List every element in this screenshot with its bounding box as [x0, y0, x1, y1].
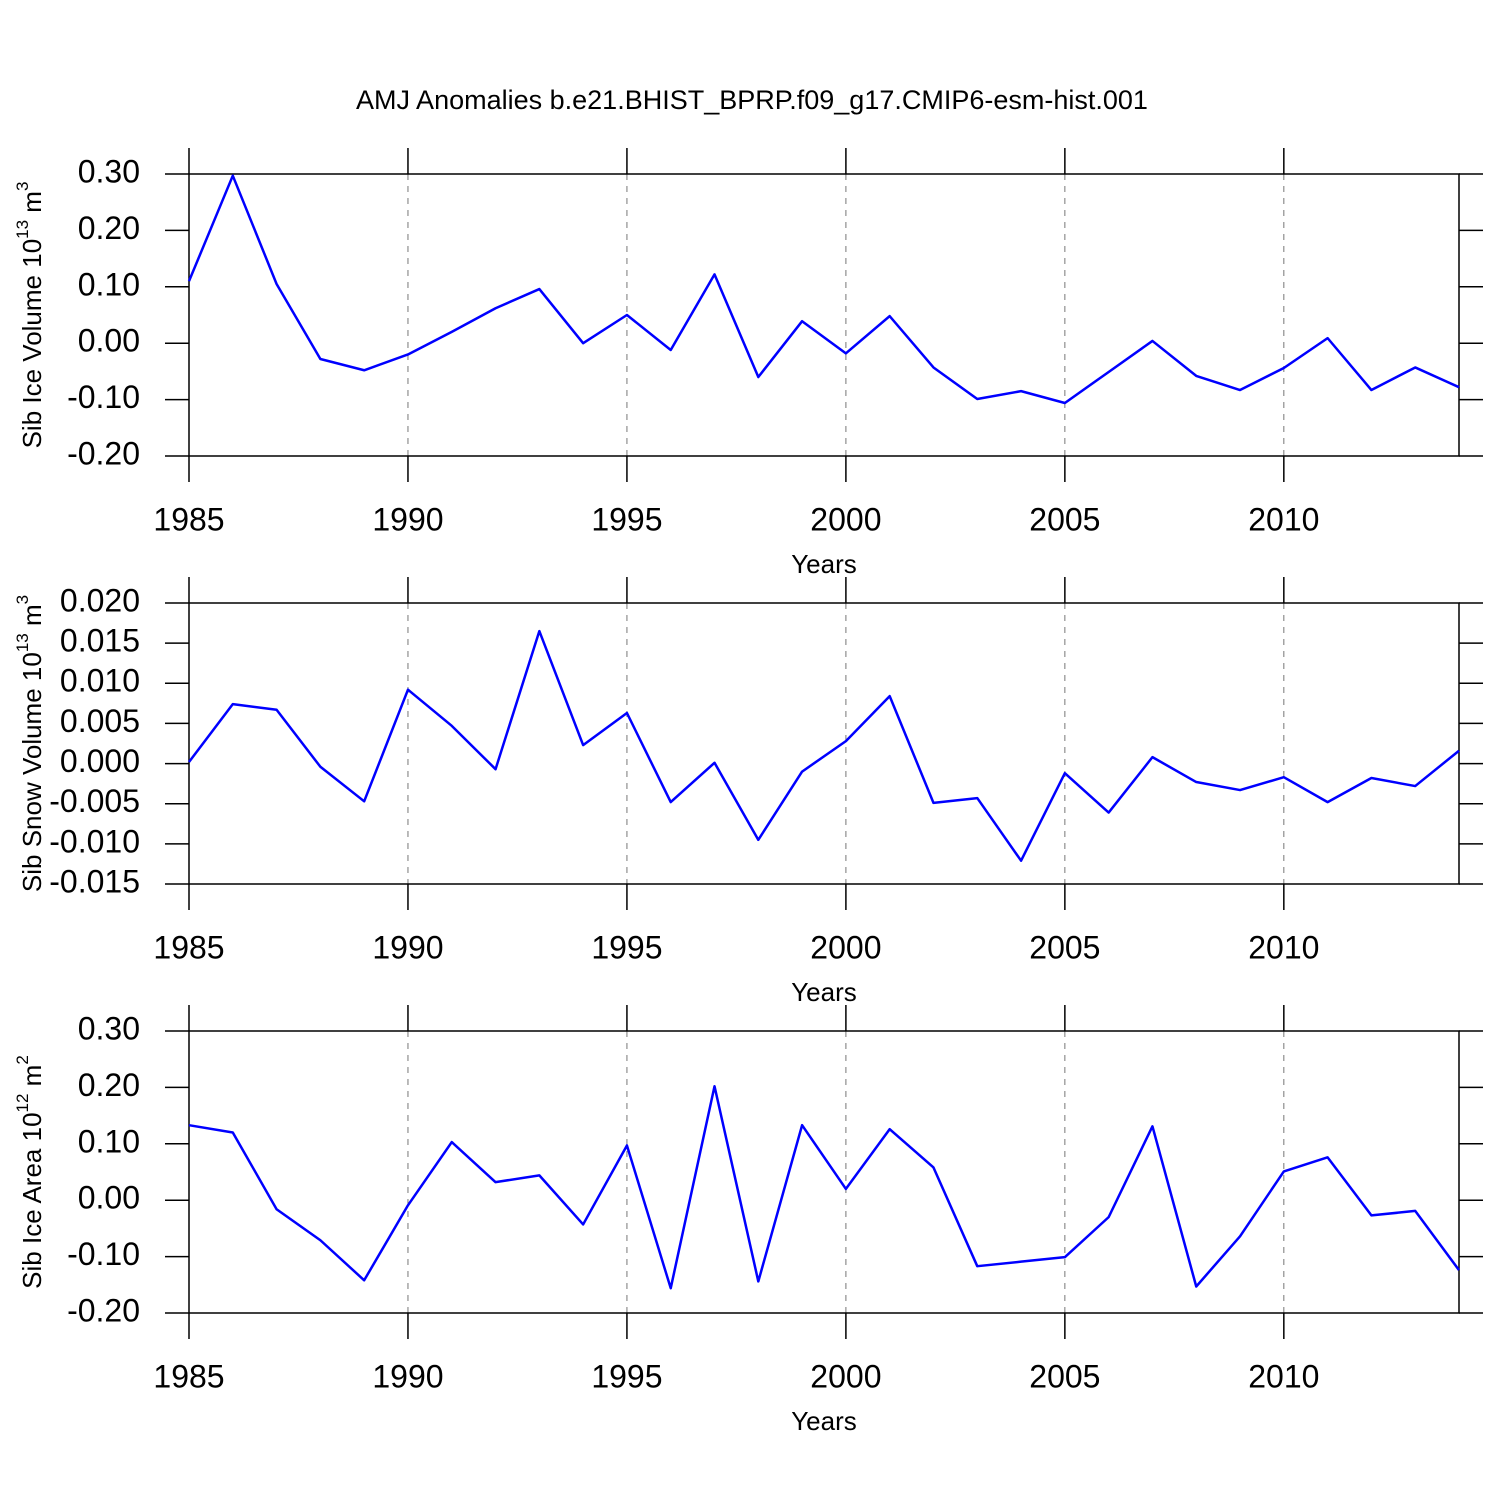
y-tick-label: 0.020 [60, 582, 140, 618]
y-axis-label-unit: m [17, 604, 47, 633]
y-tick-label: 0.30 [78, 153, 140, 189]
x-tick-label: 2010 [1248, 929, 1319, 965]
y-axis-label-exponent: 13 [13, 220, 32, 239]
y-tick-label: -0.010 [49, 823, 140, 859]
y-axis-label: Sib Ice Area 1012 m2 [13, 1055, 46, 1289]
x-tick-label: 2000 [810, 929, 881, 965]
x-tick-label: 2010 [1248, 1358, 1319, 1394]
x-tick-label: 1985 [153, 929, 224, 965]
x-tick-label: 1985 [153, 1358, 224, 1394]
x-tick-label: 2005 [1029, 929, 1100, 965]
x-axis-label: Years [791, 1406, 857, 1436]
y-tick-label: 0.10 [78, 266, 140, 302]
x-tick-label: 1995 [591, 501, 662, 537]
plot-frame [188, 602, 1460, 885]
x-tick-label: 1985 [153, 501, 224, 537]
x-axis-label: Years [791, 549, 857, 579]
y-tick-label: -0.20 [67, 1292, 140, 1328]
y-axis-label-exponent: 13 [13, 633, 32, 652]
y-tick-label: 0.30 [78, 1010, 140, 1046]
y-tick-label: 0.00 [78, 323, 140, 359]
x-tick-label: 1995 [591, 929, 662, 965]
y-axis-label-unit-exponent: 2 [13, 1055, 32, 1064]
y-axis-label-exponent: 12 [13, 1094, 32, 1113]
y-tick-label: -0.005 [49, 783, 140, 819]
y-axis-label-unit-exponent: 3 [13, 182, 32, 191]
y-axis-label-text: Sib Snow Volume 10 [17, 652, 47, 892]
y-tick-label: 0.010 [60, 663, 140, 699]
y-axis-label: Sib Snow Volume 1013 m3 [13, 595, 46, 892]
y-tick-label: 0.005 [60, 703, 140, 739]
x-tick-label: 2005 [1029, 501, 1100, 537]
y-tick-label: -0.20 [67, 435, 140, 471]
x-tick-label: 2005 [1029, 1358, 1100, 1394]
x-tick-label: 2000 [810, 1358, 881, 1394]
series-line [188, 1085, 1461, 1290]
y-axis-label-unit-exponent: 3 [13, 595, 32, 604]
y-tick-label: 0.20 [78, 1067, 140, 1103]
y-tick-label: -0.10 [67, 1236, 140, 1272]
x-tick-label: 2010 [1248, 501, 1319, 537]
plot-frame [188, 173, 1460, 457]
x-tick-label: 2000 [810, 501, 881, 537]
y-axis-label: Sib Ice Volume 1013 m3 [13, 182, 46, 449]
series-line [187, 174, 1460, 405]
x-tick-label: 1995 [591, 1358, 662, 1394]
x-tick-label: 1990 [372, 1358, 443, 1394]
x-axis-label: Years [791, 977, 857, 1007]
x-tick-label: 1990 [372, 501, 443, 537]
y-tick-label: 0.20 [78, 210, 140, 246]
y-axis-label-text: Sib Ice Area 10 [17, 1112, 47, 1288]
y-tick-label: 0.000 [60, 743, 140, 779]
plot-frame [188, 1030, 1460, 1314]
y-tick-label: -0.10 [67, 379, 140, 415]
y-axis-label-text: Sib Ice Volume 10 [17, 239, 47, 449]
y-tick-label: 0.015 [60, 623, 140, 659]
y-tick-label: -0.015 [49, 863, 140, 899]
y-axis-label-unit: m [17, 191, 47, 220]
y-tick-label: 0.10 [78, 1123, 140, 1159]
series-line [188, 629, 1460, 862]
x-tick-label: 1990 [372, 929, 443, 965]
y-axis-label-unit: m [17, 1065, 47, 1094]
chart-title: AMJ Anomalies b.e21.BHIST_BPRP.f09_g17.C… [356, 85, 1148, 115]
y-tick-label: 0.00 [78, 1180, 140, 1216]
